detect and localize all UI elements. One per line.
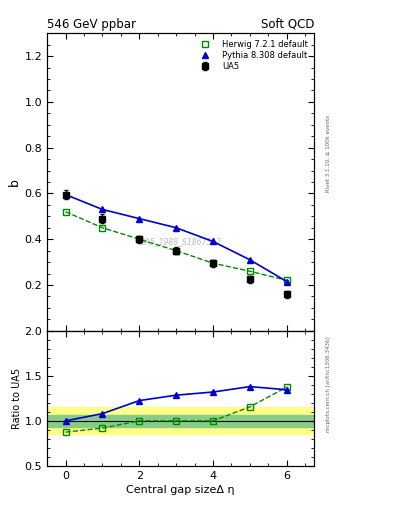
- Text: UA5_1988_S1867512: UA5_1988_S1867512: [140, 237, 222, 246]
- Line: Pythia 8.308 default: Pythia 8.308 default: [62, 191, 290, 285]
- Pythia 8.308 default: [211, 239, 215, 245]
- Pythia 8.308 default: [248, 257, 252, 263]
- Text: Rivet 3.1.10, ≥ 100k events: Rivet 3.1.10, ≥ 100k events: [326, 115, 331, 192]
- Pythia 8.308 default: [137, 216, 141, 222]
- Herwig 7.2.1 default: [100, 225, 105, 231]
- Pythia 8.308 default: [174, 225, 178, 231]
- Line: Herwig 7.2.1 default: Herwig 7.2.1 default: [62, 208, 290, 284]
- Y-axis label: Ratio to UA5: Ratio to UA5: [12, 368, 22, 429]
- Text: Soft QCD: Soft QCD: [261, 18, 314, 31]
- Herwig 7.2.1 default: [63, 209, 68, 215]
- Herwig 7.2.1 default: [174, 248, 178, 254]
- Herwig 7.2.1 default: [137, 236, 141, 242]
- Herwig 7.2.1 default: [211, 260, 215, 266]
- Legend: Herwig 7.2.1 default, Pythia 8.308 default, UA5: Herwig 7.2.1 default, Pythia 8.308 defau…: [192, 37, 310, 74]
- Text: mcplots.cern.ch [arXiv:1306.3436]: mcplots.cern.ch [arXiv:1306.3436]: [326, 336, 331, 432]
- Pythia 8.308 default: [285, 279, 289, 285]
- Text: 546 GeV ppbar: 546 GeV ppbar: [47, 18, 136, 31]
- Pythia 8.308 default: [63, 191, 68, 198]
- Herwig 7.2.1 default: [248, 268, 252, 274]
- Herwig 7.2.1 default: [285, 278, 289, 284]
- Pythia 8.308 default: [100, 206, 105, 212]
- X-axis label: Central gap sizeΔ η: Central gap sizeΔ η: [127, 485, 235, 495]
- Y-axis label: b: b: [7, 178, 20, 186]
